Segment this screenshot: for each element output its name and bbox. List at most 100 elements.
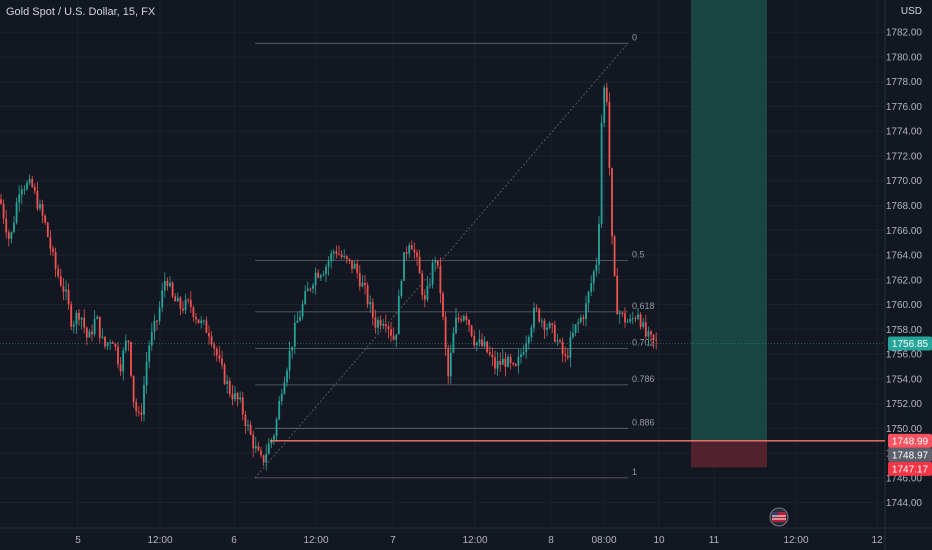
candle-body xyxy=(410,245,413,250)
candle-body xyxy=(52,248,54,252)
candle-body xyxy=(395,334,398,340)
candle-body xyxy=(304,291,307,304)
candle-body xyxy=(629,318,632,322)
candle-body xyxy=(210,336,213,345)
candle-body xyxy=(301,303,304,317)
candle-body xyxy=(23,189,26,191)
candle-body xyxy=(213,344,216,349)
candle-body xyxy=(608,101,611,168)
price-axis[interactable]: 1744.001746.001748.001750.001752.001754.… xyxy=(886,28,923,509)
x-tick-label: 7 xyxy=(390,535,396,546)
candle-body xyxy=(70,304,73,327)
candle-body xyxy=(585,303,587,320)
candle-body xyxy=(122,350,125,372)
candle-body xyxy=(358,272,361,287)
candle-body xyxy=(296,320,299,323)
candle-body xyxy=(535,307,538,309)
candle-body xyxy=(98,316,101,338)
candle-body xyxy=(590,283,593,292)
candle-body xyxy=(156,320,158,322)
candle-body xyxy=(548,323,551,328)
candle-body xyxy=(631,318,634,320)
candle-body xyxy=(566,355,569,358)
x-tick-label: 12:00 xyxy=(783,535,808,546)
candle-body xyxy=(624,313,626,323)
candle-body xyxy=(431,262,434,285)
x-tick-label: 6 xyxy=(231,535,237,546)
candle-body xyxy=(527,337,530,344)
flag-icon[interactable] xyxy=(769,507,789,527)
candle-body xyxy=(135,401,138,412)
candle-body xyxy=(148,345,151,362)
candle-body xyxy=(639,314,642,327)
candle-body xyxy=(244,414,247,426)
candle-body xyxy=(247,424,249,426)
candle-body xyxy=(169,282,171,287)
candle-body xyxy=(20,189,23,195)
candle-body xyxy=(533,307,535,328)
candle-body xyxy=(234,393,236,400)
candle-body xyxy=(546,327,548,330)
candle-body xyxy=(130,342,132,376)
candle-body xyxy=(166,280,169,287)
candle-body xyxy=(405,252,408,254)
entry-price-tag: 1748.99 xyxy=(892,436,929,447)
candle-body xyxy=(104,336,106,347)
candle-body xyxy=(44,215,47,223)
candle-body xyxy=(132,375,135,402)
candle-body xyxy=(556,340,559,342)
candle-body xyxy=(452,333,455,353)
candle-body xyxy=(72,324,75,327)
candle-body xyxy=(39,204,41,209)
candle-body xyxy=(174,296,177,302)
candle-body xyxy=(101,336,104,338)
candle-body xyxy=(176,297,179,302)
candle-body xyxy=(496,361,499,369)
candle-body xyxy=(345,256,348,259)
y-tick-label: 1776.00 xyxy=(886,102,923,113)
candle-body xyxy=(231,394,234,400)
candle-body xyxy=(561,341,564,355)
candle-body xyxy=(553,325,556,342)
symbol-legend[interactable]: Gold Spot / U.S. Dollar, 15, FX xyxy=(6,6,156,18)
candle-body xyxy=(306,288,309,292)
candle-body xyxy=(460,319,463,321)
candle-body xyxy=(197,319,200,324)
candle-body xyxy=(488,352,491,355)
y-tick-label: 1752.00 xyxy=(886,399,923,410)
candle-body xyxy=(416,252,418,257)
fib-level-label: 0.5 xyxy=(632,250,645,260)
currency-label: USD xyxy=(900,6,922,17)
candle-body xyxy=(57,268,60,277)
mid-price-tag-bg xyxy=(888,447,932,462)
candle-body xyxy=(551,323,554,326)
y-tick-label: 1778.00 xyxy=(886,77,923,88)
event-flag-canton xyxy=(772,512,778,517)
candle-body xyxy=(613,236,616,276)
mid-price-tag: 1748.97 xyxy=(892,450,929,461)
candle-body xyxy=(0,199,2,204)
candle-body xyxy=(145,361,148,386)
candle-body xyxy=(208,332,210,337)
candle-body xyxy=(184,299,187,311)
fib-level-label: 1 xyxy=(632,467,637,477)
candle-body xyxy=(356,263,359,273)
fib-trend-line xyxy=(254,43,629,479)
candle-body xyxy=(353,263,356,269)
candle-body xyxy=(423,295,426,300)
candle-body xyxy=(468,320,470,326)
candle-body xyxy=(650,331,652,335)
x-tick-label: 12:00 xyxy=(147,535,172,546)
candle-body xyxy=(447,347,450,377)
candle-body xyxy=(434,259,437,263)
candle-body xyxy=(335,251,338,255)
candle-body xyxy=(514,364,517,366)
candle-body xyxy=(605,87,608,102)
candle-body xyxy=(340,254,343,258)
fibonacci-retracement[interactable]: 0 0.5 0.618 0.702 0.786 0.886 1 xyxy=(254,32,655,479)
position-zones xyxy=(691,0,767,468)
candle-body xyxy=(652,334,655,340)
candle-body xyxy=(598,223,600,265)
time-axis[interactable]: 5 12:00 6 12:00 7 12:00 8 08:00 10 11 12:00 12 xyxy=(75,535,883,546)
